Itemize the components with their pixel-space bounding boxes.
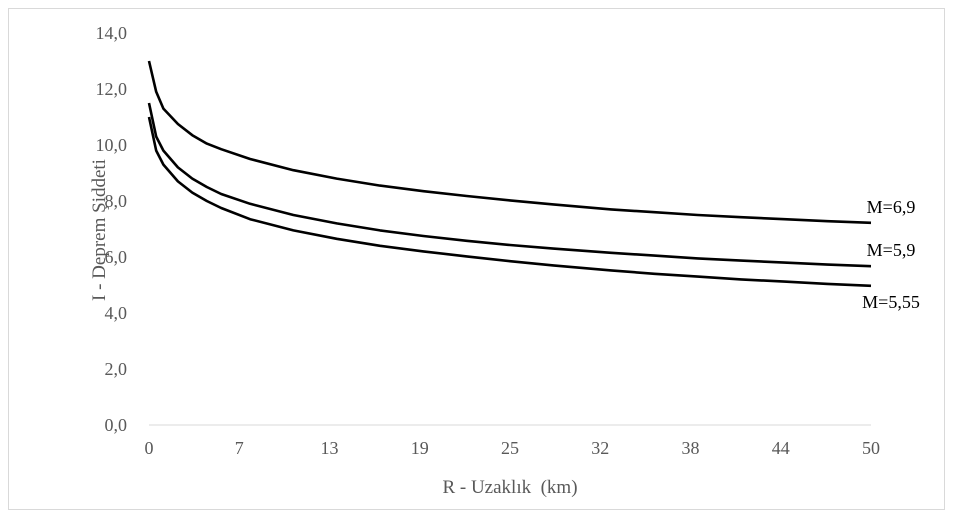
- series-label: M=5,9: [867, 240, 916, 260]
- series-line: [147, 102, 872, 268]
- x-tick-label: 7: [235, 438, 244, 458]
- chart-frame: [8, 8, 945, 510]
- y-tick-label: 8,0: [105, 191, 128, 211]
- y-tick-label: 4,0: [105, 303, 128, 323]
- x-tick-label: 32: [591, 438, 609, 458]
- x-tick-label: 38: [682, 438, 700, 458]
- series-line: [147, 116, 872, 288]
- x-tick-label: 19: [411, 438, 429, 458]
- series-label: M=5,55: [862, 292, 920, 312]
- x-tick-label: 44: [772, 438, 790, 458]
- y-tick-label: 10,0: [96, 135, 128, 155]
- y-tick-label: 6,0: [105, 247, 128, 267]
- x-tick-label: 25: [501, 438, 519, 458]
- x-tick-label: 0: [145, 438, 154, 458]
- series-line: [147, 60, 872, 225]
- y-tick-label: 0,0: [105, 415, 128, 435]
- series-lines: [147, 60, 872, 288]
- x-axis-ticks: 0 7 13 19 25 32 38 44 50: [145, 438, 881, 458]
- x-tick-label: 50: [862, 438, 880, 458]
- x-tick-label: 13: [321, 438, 339, 458]
- x-axis-title: R - Uzaklık (km): [442, 477, 577, 498]
- y-axis-title: I - Deprem Şiddeti: [89, 159, 110, 301]
- y-tick-label: 14,0: [96, 23, 128, 43]
- series-label: M=6,9: [867, 197, 916, 217]
- y-axis-ticks: 0,0 2,0 4,0 6,0 8,0 10,0 12,0 14,0: [96, 23, 128, 435]
- series-labels: M=6,9 M=5,9 M=5,55: [862, 197, 920, 312]
- y-tick-label: 12,0: [96, 79, 128, 99]
- y-tick-label: 2,0: [105, 359, 128, 379]
